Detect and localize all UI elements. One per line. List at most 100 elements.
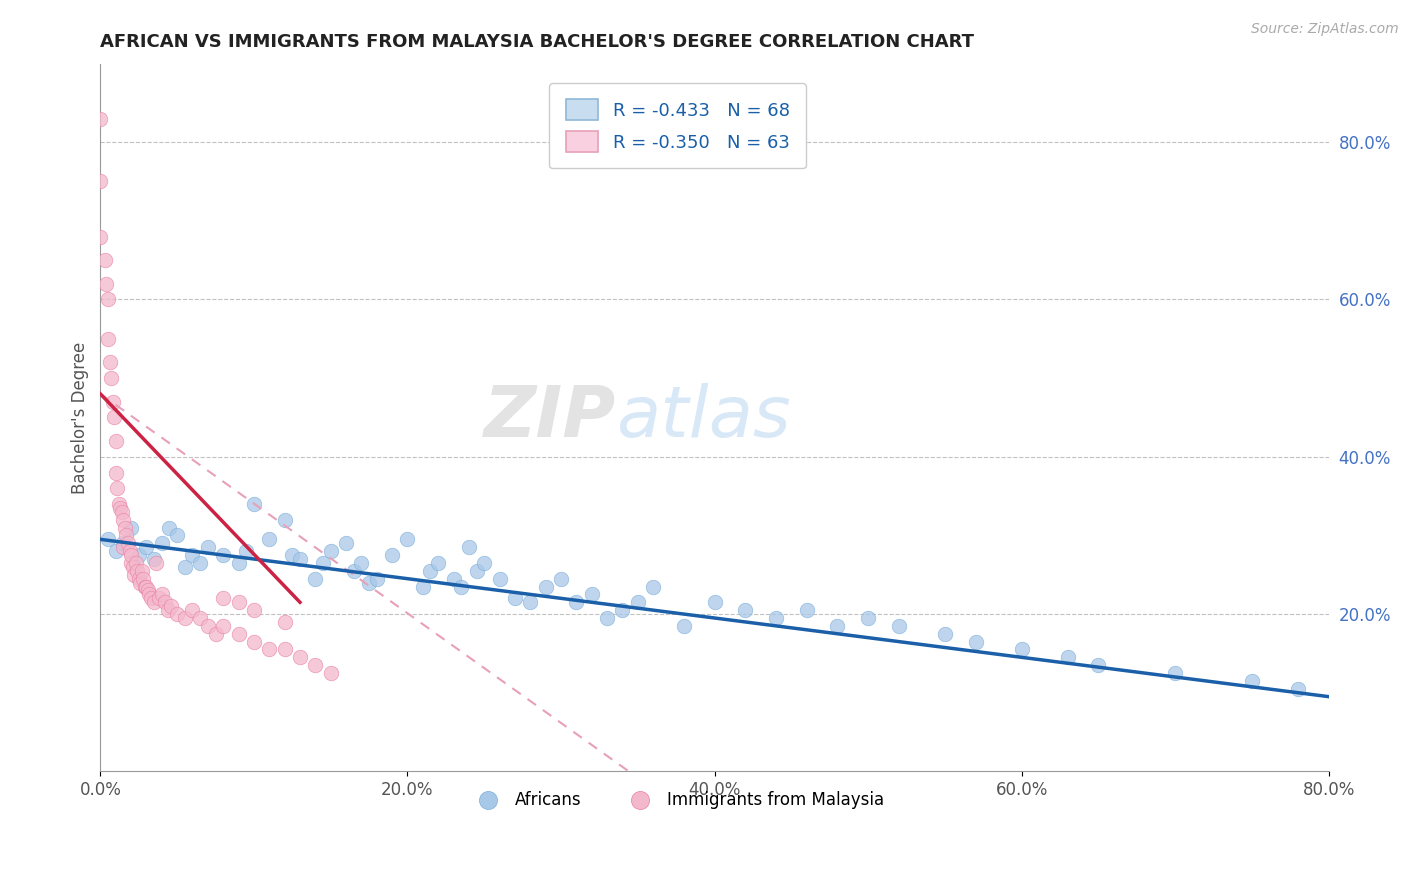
Point [153, 595, 176, 609]
Legend: Africans, Immigrants from Malaysia: Africans, Immigrants from Malaysia [465, 785, 890, 816]
Point [112, 540, 135, 554]
Point [765, 611, 787, 625]
Point [734, 603, 756, 617]
Point [128, 572, 150, 586]
Point [105, 481, 128, 495]
Point [98, 355, 121, 369]
Point [1286, 681, 1309, 696]
Point [235, 544, 257, 558]
Point [110, 500, 132, 515]
Point [150, 536, 173, 550]
Point [124, 556, 146, 570]
Point [97, 533, 120, 547]
Point [111, 505, 134, 519]
Point [259, 533, 281, 547]
Point [127, 564, 149, 578]
Y-axis label: Bachelor's Degree: Bachelor's Degree [72, 342, 89, 493]
Point [96, 277, 118, 291]
Point [243, 634, 266, 648]
Point [934, 626, 956, 640]
Point [112, 513, 135, 527]
Point [120, 520, 142, 534]
Point [118, 544, 141, 558]
Point [887, 619, 910, 633]
Point [343, 564, 366, 578]
Point [120, 556, 142, 570]
Point [243, 603, 266, 617]
Point [160, 599, 183, 614]
Point [104, 466, 127, 480]
Point [188, 556, 211, 570]
Point [366, 572, 388, 586]
Point [228, 595, 250, 609]
Point [612, 603, 634, 617]
Point [94, 253, 117, 268]
Point [103, 410, 125, 425]
Point [643, 580, 665, 594]
Point [112, 536, 135, 550]
Point [122, 567, 145, 582]
Point [212, 591, 235, 606]
Point [156, 603, 179, 617]
Point [273, 642, 295, 657]
Point [128, 548, 150, 562]
Point [827, 619, 849, 633]
Point [135, 540, 157, 554]
Point [129, 575, 152, 590]
Point [197, 540, 219, 554]
Point [114, 520, 136, 534]
Point [443, 572, 465, 586]
Point [143, 552, 166, 566]
Point [89, 112, 111, 126]
Point [212, 548, 235, 562]
Point [304, 572, 326, 586]
Point [138, 587, 160, 601]
Point [1240, 673, 1263, 688]
Point [335, 536, 357, 550]
Point [427, 556, 450, 570]
Point [550, 572, 572, 586]
Text: atlas: atlas [616, 383, 792, 452]
Point [132, 572, 155, 586]
Point [136, 583, 159, 598]
Point [627, 595, 650, 609]
Point [117, 536, 139, 550]
Point [243, 497, 266, 511]
Point [288, 650, 311, 665]
Point [796, 603, 818, 617]
Point [166, 528, 188, 542]
Point [412, 580, 434, 594]
Point [181, 548, 204, 562]
Point [121, 560, 143, 574]
Point [457, 540, 479, 554]
Text: AFRICAN VS IMMIGRANTS FROM MALAYSIA BACHELOR'S DEGREE CORRELATION CHART: AFRICAN VS IMMIGRANTS FROM MALAYSIA BACH… [100, 33, 974, 51]
Point [173, 611, 195, 625]
Point [104, 544, 127, 558]
Point [150, 587, 173, 601]
Point [259, 642, 281, 657]
Point [396, 533, 419, 547]
Point [143, 595, 166, 609]
Point [1087, 658, 1109, 673]
Point [1011, 642, 1033, 657]
Point [148, 591, 170, 606]
Point [1056, 650, 1078, 665]
Point [672, 619, 695, 633]
Point [856, 611, 879, 625]
Text: Source: ZipAtlas.com: Source: ZipAtlas.com [1251, 22, 1399, 37]
Point [89, 174, 111, 188]
Point [319, 666, 342, 681]
Point [131, 564, 153, 578]
Point [197, 619, 219, 633]
Point [107, 497, 129, 511]
Point [181, 603, 204, 617]
Point [350, 556, 373, 570]
Point [89, 229, 111, 244]
Point [450, 580, 472, 594]
Point [273, 615, 295, 629]
Point [488, 572, 510, 586]
Point [596, 611, 619, 625]
Point [312, 556, 335, 570]
Point [273, 513, 295, 527]
Point [204, 626, 226, 640]
